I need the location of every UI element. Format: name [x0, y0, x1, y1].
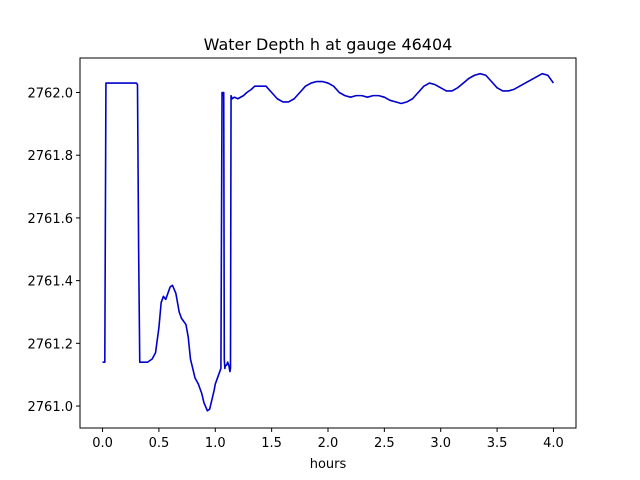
x-tick-label: 0.0 — [92, 436, 113, 451]
series-line — [102, 72, 555, 412]
plot-background — [80, 58, 576, 428]
x-tick-label: 2.5 — [374, 436, 395, 451]
x-axis-label: hours — [310, 457, 347, 472]
x-tick-label: 2.0 — [318, 436, 339, 451]
x-tick-label: 0.5 — [149, 436, 170, 451]
x-tick-label: 3.0 — [430, 436, 451, 451]
x-tick-label: 1.0 — [205, 436, 226, 451]
y-tick-label: 2761.4 — [28, 275, 74, 290]
y-tick-label: 2761.6 — [28, 212, 74, 227]
series-layer — [102, 72, 555, 412]
x-tick-label: 3.5 — [487, 436, 508, 451]
y-tick-label: 2761.8 — [28, 149, 74, 164]
plot-area — [79, 57, 577, 429]
x-tick-label: 1.5 — [261, 436, 282, 451]
y-tick-label: 2761.2 — [28, 337, 74, 352]
y-tick-label: 2761.0 — [28, 400, 74, 415]
y-axis: 2761.0 2761.2 2761.4 2761.6 2761.8 2762.0 — [28, 86, 80, 415]
chart-title: Water Depth h at gauge 46404 — [204, 35, 453, 54]
y-tick-label: 2762.0 — [28, 86, 74, 101]
x-tick-label: 4.0 — [543, 436, 564, 451]
x-axis: 0.0 0.5 1.0 1.5 2.0 2.5 3.0 3.5 4.0 — [92, 428, 564, 451]
